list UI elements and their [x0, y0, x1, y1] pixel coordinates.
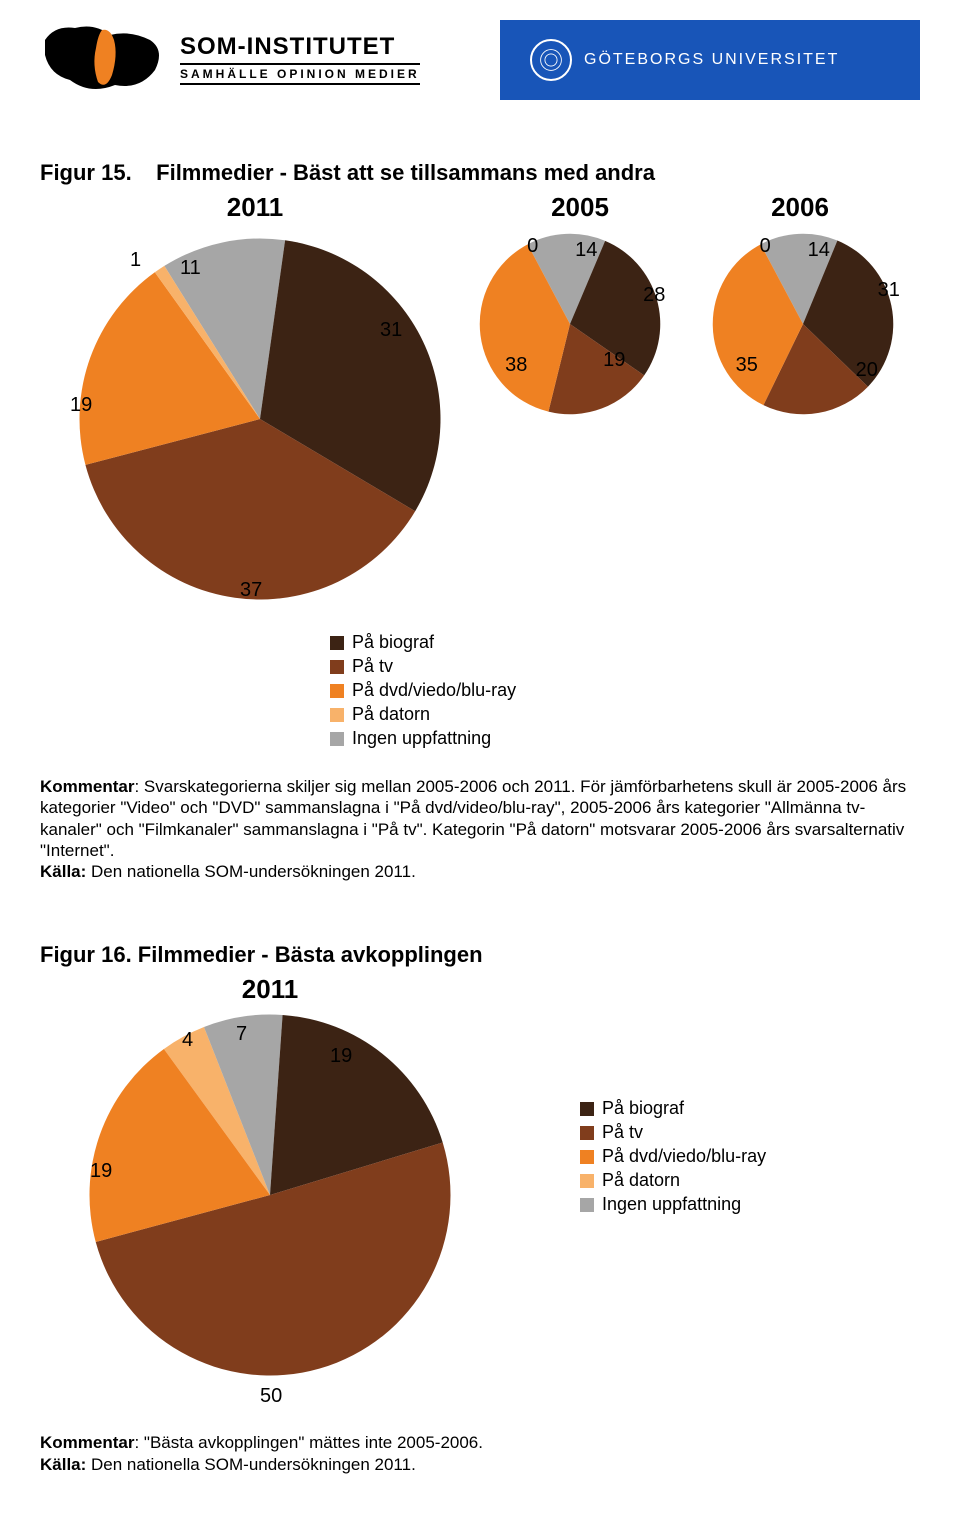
pie-f16-label-19a: 19 [330, 1045, 352, 1068]
figur16-title: Figur 16. Filmmedier - Bästa avkopplinge… [40, 942, 920, 968]
header: SOM-INSTITUTET SAMHÄLLE OPINION MEDIER G… [0, 0, 960, 110]
pie-2011-label-11: 11 [180, 257, 201, 280]
pie-2011-label-1: 1 [130, 249, 141, 272]
year-2006: 2006 [690, 192, 910, 223]
pie-2011-label-31: 31 [380, 319, 402, 342]
legend-item: På datorn [330, 704, 516, 725]
legend-item: Ingen uppfattning [580, 1194, 766, 1215]
pie-2005-label-19: 19 [603, 349, 625, 372]
pie-2011: 1 11 31 19 [40, 229, 455, 609]
legend-label: Ingen uppfattning [602, 1194, 741, 1215]
figur15-legend-row: 37 På biografPå tvPå dvd/viedo/blu-rayPå… [40, 619, 920, 752]
figur15-pies-row: 1 11 31 19 0 14 28 19 38 0 14 31 20 35 [40, 229, 920, 609]
legend-item: På tv [580, 1122, 766, 1143]
kommentar-label: Kommentar [40, 777, 134, 796]
legend-swatch [580, 1198, 594, 1212]
som-divider [180, 83, 420, 85]
legend-item: Ingen uppfattning [330, 728, 516, 749]
content: Figur 15. Filmmedier - Bäst att se tills… [0, 110, 960, 1515]
year-2005: 2005 [470, 192, 690, 223]
figur16-year: 2011 [80, 974, 460, 1005]
pie-2011-f16: 4 7 19 19 [40, 1005, 500, 1385]
legend-swatch [330, 732, 344, 746]
legend-item: På biograf [330, 632, 516, 653]
legend-label: Ingen uppfattning [352, 728, 491, 749]
figur16-row: 4 7 19 19 På biograf På tv På dvd/viedo/bl… [40, 1005, 920, 1385]
legend-swatch [580, 1102, 594, 1116]
pie-2011-label-37: 37 [240, 579, 470, 602]
legend-figur15: På biograf På tv På dvd/viedo/blu-ray På da… [330, 629, 516, 752]
year-2011: 2011 [40, 192, 470, 223]
legend-label: På biograf [602, 1098, 684, 1119]
pie-2006-label-35: 35 [736, 354, 758, 377]
kalla-label: Källa: [40, 1455, 86, 1474]
kommentar-label: Kommentar [40, 1433, 134, 1452]
pie-2005: 0 14 28 19 38 [475, 229, 687, 419]
legend-item: På dvd/viedo/blu-ray [330, 680, 516, 701]
legend-label: På dvd/viedo/blu-ray [352, 680, 516, 701]
legend-swatch [330, 636, 344, 650]
pie-2005-label-38: 38 [505, 354, 527, 377]
figur16-kommentar: Kommentar: "Bästa avkopplingen" mättes i… [40, 1432, 920, 1475]
som-title: SOM-INSTITUTET [180, 33, 420, 61]
figur16-text: Filmmedier - Bästa avkopplingen [132, 942, 483, 967]
legend-item: På dvd/viedo/blu-ray [580, 1146, 766, 1167]
legend-swatch [330, 660, 344, 674]
figur15-kommentar: Kommentar: Svarskategorierna skiljer sig… [40, 776, 920, 882]
pie-2005-label-0: 0 [527, 235, 538, 258]
gu-text: GÖTEBORGS UNIVERSITET [584, 51, 839, 69]
legend-label: På datorn [602, 1170, 680, 1191]
kommentar-body: : Svarskategorierna skiljer sig mellan 2… [40, 777, 906, 860]
legend-label: På tv [602, 1122, 643, 1143]
kommentar-body: : "Bästa avkopplingen" mättes inte 2005-… [134, 1433, 483, 1452]
pie-2005-label-14: 14 [575, 239, 597, 262]
pie-2011-label-19: 19 [70, 394, 92, 417]
pie-2006-label-31: 31 [878, 279, 900, 302]
legend-swatch [330, 684, 344, 698]
pie-f16-label-7: 7 [236, 1023, 247, 1046]
pie-2006-label-14: 14 [808, 239, 830, 262]
map-icon [40, 20, 170, 100]
som-subtitle: SAMHÄLLE OPINION MEDIER [180, 67, 420, 81]
pie-2005-label-28: 28 [643, 284, 665, 307]
legend-item: På tv [330, 656, 516, 677]
pie-f16-label-19b: 19 [90, 1160, 112, 1183]
pie-2006-label-0: 0 [760, 235, 771, 258]
pie-f16-label-50: 50 [260, 1385, 920, 1408]
som-logo: SOM-INSTITUTET SAMHÄLLE OPINION MEDIER [40, 20, 420, 100]
legend-label: På tv [352, 656, 393, 677]
figur15-number: Figur 15. [40, 160, 132, 185]
pie-2006-label-20: 20 [856, 359, 878, 382]
legend-label: På dvd/viedo/blu-ray [602, 1146, 766, 1167]
kalla-body: Den nationella SOM-undersökningen 2011. [86, 1455, 416, 1474]
legend-swatch [580, 1174, 594, 1188]
kalla-body: Den nationella SOM-undersökningen 2011. [86, 862, 416, 881]
legend-swatch [580, 1150, 594, 1164]
figur15-title: Figur 15. Filmmedier - Bäst att se tills… [40, 160, 920, 186]
legend-swatch [330, 708, 344, 722]
legend-swatch [580, 1126, 594, 1140]
legend-item: På biograf [580, 1098, 766, 1119]
figur15-text: Filmmedier - Bäst att se tillsammans med… [156, 160, 655, 185]
gu-seal-icon [530, 39, 572, 81]
som-divider [180, 63, 420, 65]
figur15-year-row: 2011 2005 2006 [40, 192, 920, 223]
legend-item: På datorn [580, 1170, 766, 1191]
pie-2006: 0 14 31 20 35 [708, 229, 920, 419]
legend-label: På datorn [352, 704, 430, 725]
legend-label: På biograf [352, 632, 434, 653]
gu-logo: GÖTEBORGS UNIVERSITET [500, 20, 920, 100]
legend-figur16: På biograf På tv På dvd/viedo/blu-ray På da… [580, 1095, 766, 1218]
pie-f16-label-4: 4 [182, 1029, 193, 1052]
som-text-block: SOM-INSTITUTET SAMHÄLLE OPINION MEDIER [180, 33, 420, 87]
figur16-number: Figur 16. [40, 942, 132, 967]
kalla-label: Källa: [40, 862, 86, 881]
